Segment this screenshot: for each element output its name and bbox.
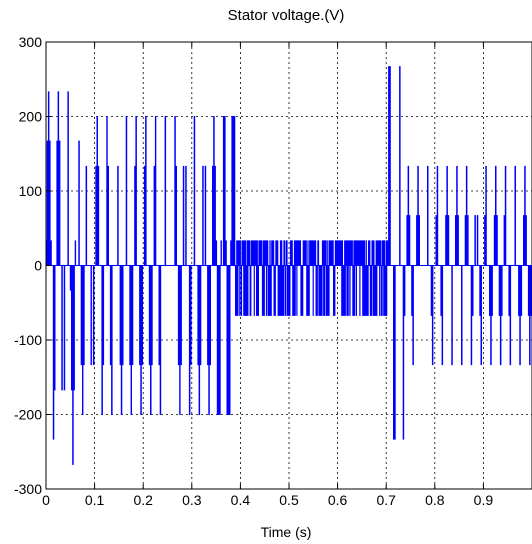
y-tick-label: 300 [19,34,43,50]
x-tick-label: 0.6 [328,492,348,508]
x-axis: 0 0.1 0.2 0.3 0.4 0.5 0.6 0.7 0.8 0.9 [42,42,493,508]
y-tick-label: 100 [19,183,43,199]
x-tick-label: 0.1 [85,492,105,508]
x-tick-label: 0.4 [231,492,251,508]
y-tick-label: 0 [34,258,42,274]
x-tick-label: 0.7 [376,492,396,508]
y-tick-label: 200 [19,109,43,125]
voltage-line [45,66,532,465]
x-tick-label: 0.5 [279,492,299,508]
x-tick-label: 0 [42,492,50,508]
y-tick-label: -300 [14,481,42,497]
y-axis: -300 -200 -100 0 100 200 300 [14,34,51,497]
x-tick-label: 0.2 [133,492,153,508]
x-tick-label: 0.9 [474,492,494,508]
x-axis-label: Time (s) [261,524,312,540]
y-tick-label: -200 [14,407,42,423]
chart-title: Stator voltage.(V) [228,7,345,24]
y-tick-label: -100 [14,332,42,348]
x-tick-label: 0.3 [182,492,202,508]
signal-series [45,66,532,465]
x-tick-label: 0.8 [425,492,445,508]
